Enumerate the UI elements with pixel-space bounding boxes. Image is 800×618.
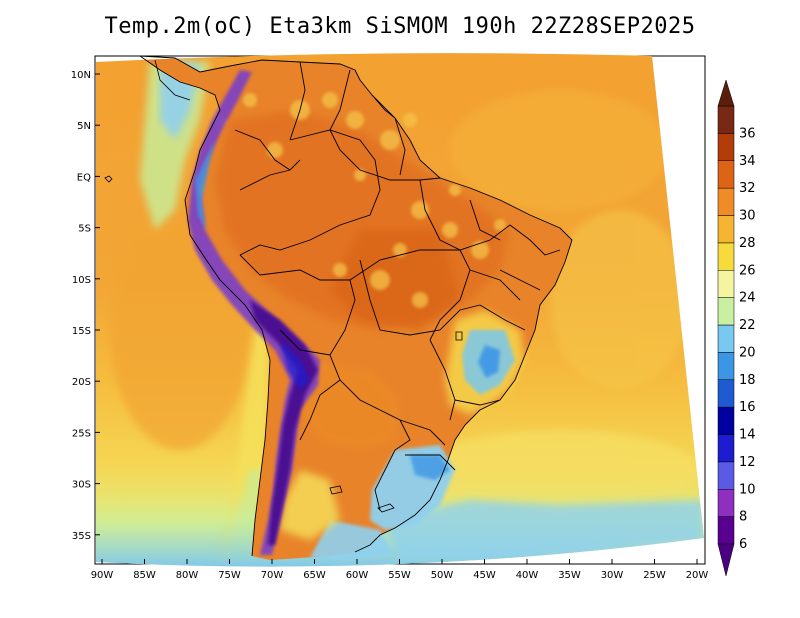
colorbar-segment	[717, 352, 735, 380]
colorbar-label: 24	[739, 291, 756, 306]
colorbar-segment	[717, 133, 735, 161]
colorbar-label: 34	[739, 154, 756, 169]
lat-tick-label: 30S	[72, 480, 91, 491]
colorbar-bottom-arrow	[717, 543, 735, 577]
colorbar-label: 22	[739, 318, 756, 333]
colorbar-label: 8	[739, 510, 747, 525]
lat-tick-label: 35S	[72, 531, 91, 542]
lon-tick-label: 45W	[473, 570, 496, 581]
lon-tick-label: 55W	[388, 570, 411, 581]
colorbar-segment	[717, 160, 735, 189]
colorbar-segment	[717, 516, 735, 545]
lon-tick-label: 65W	[303, 570, 326, 581]
colorbar-segment	[717, 324, 735, 353]
lon-tick-label: 70W	[261, 570, 284, 581]
map-title: Temp.2m(oC) Eta3km SiSMOM 190h 22Z28SEP2…	[104, 14, 696, 39]
colorbar-label: 36	[739, 126, 756, 141]
colorbar-segment	[717, 461, 735, 490]
lat-tick-label: EQ	[77, 172, 91, 183]
temperature-colorbar: 6 8 10 12 14 16 18 20 22 24 26 28 30 32 34 36	[717, 79, 756, 577]
latitude-axis: 10N 5N EQ 5S 10S 15S 20S 25S 30S 35S	[71, 70, 100, 542]
longitude-axis: 90W 85W 80W 75W 70W 65W 60W 55W 50W 45W 40W 35W 30W 2…	[91, 559, 709, 581]
colorbar-segment	[717, 297, 735, 326]
colorbar-segment	[717, 270, 735, 298]
lon-tick-label: 90W	[91, 570, 114, 581]
colorbar-segment	[717, 489, 735, 517]
colorbar-label: 10	[739, 482, 756, 497]
colorbar-label: 30	[739, 209, 756, 224]
lon-tick-label: 75W	[218, 570, 241, 581]
country-borders	[139, 55, 573, 557]
lon-tick-label: 20W	[686, 570, 709, 581]
colorbar-segment	[717, 242, 735, 271]
lon-tick-label: 35W	[558, 570, 581, 581]
colorbar-label: 26	[739, 263, 756, 278]
lon-tick-label: 30W	[601, 570, 624, 581]
lon-tick-label: 60W	[346, 570, 369, 581]
lat-tick-label: 5S	[78, 224, 91, 235]
lon-tick-label: 25W	[643, 570, 666, 581]
colorbar-label: 28	[739, 236, 756, 251]
colorbar-segment	[717, 105, 735, 134]
lat-tick-label: 10N	[71, 70, 91, 81]
colorbar-label: 32	[739, 181, 756, 196]
colorbar-label: 14	[739, 428, 756, 443]
colorbar-label: 20	[739, 345, 756, 360]
lat-tick-label: 25S	[72, 428, 91, 439]
lat-tick-label: 5N	[77, 121, 91, 132]
colorbar-segment	[717, 379, 735, 408]
colorbar-top-arrow	[717, 79, 735, 107]
colorbar-segment	[717, 406, 735, 435]
colorbar-label: 6	[739, 537, 747, 552]
coastline-details	[104, 59, 463, 513]
colorbar-segment	[717, 187, 735, 216]
lon-tick-label: 80W	[176, 570, 199, 581]
lat-tick-label: 20S	[72, 377, 91, 388]
colorbar-segment	[717, 434, 735, 463]
colorbar-label: 18	[739, 373, 756, 388]
colorbar-label: 16	[739, 400, 756, 415]
lat-tick-label: 10S	[72, 275, 91, 286]
colorbar-label: 12	[739, 455, 756, 470]
colorbar-segment	[717, 215, 735, 244]
lon-tick-label: 40W	[516, 570, 539, 581]
temperature-field	[96, 53, 704, 567]
lat-tick-label: 15S	[72, 326, 91, 337]
lon-tick-label: 50W	[431, 570, 454, 581]
lon-tick-label: 85W	[133, 570, 156, 581]
